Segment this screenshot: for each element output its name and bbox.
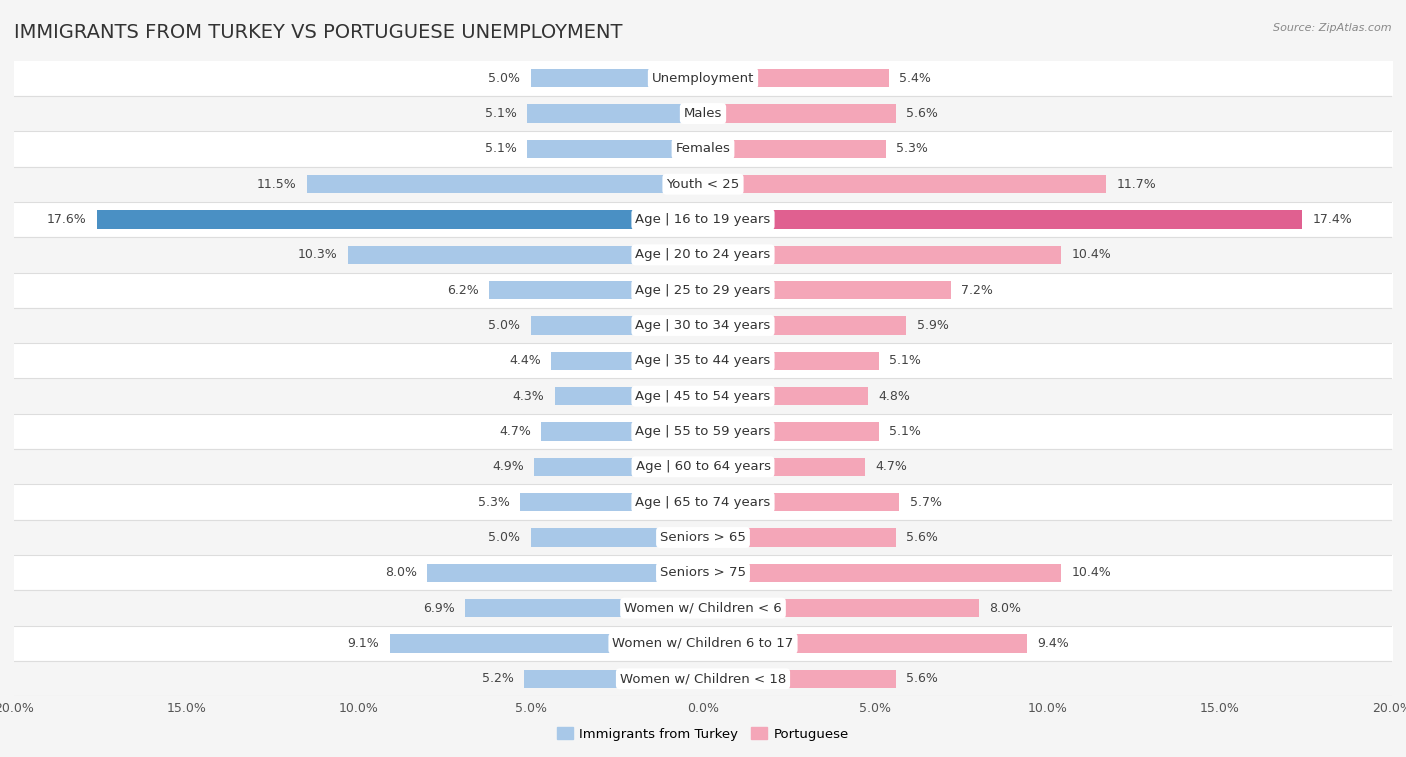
- Bar: [703, 352, 879, 370]
- Bar: [703, 458, 865, 476]
- Text: 11.5%: 11.5%: [257, 178, 297, 191]
- Bar: [527, 104, 703, 123]
- Text: 5.1%: 5.1%: [485, 107, 517, 120]
- Text: 4.7%: 4.7%: [875, 460, 907, 473]
- Text: 5.0%: 5.0%: [488, 531, 520, 544]
- Text: 11.7%: 11.7%: [1116, 178, 1156, 191]
- Text: 5.1%: 5.1%: [889, 354, 921, 367]
- Text: 6.2%: 6.2%: [447, 284, 479, 297]
- Text: 5.0%: 5.0%: [488, 319, 520, 332]
- Text: 5.7%: 5.7%: [910, 496, 942, 509]
- Text: 8.0%: 8.0%: [385, 566, 418, 579]
- Bar: [703, 528, 896, 547]
- Text: Females: Females: [675, 142, 731, 155]
- Bar: [541, 422, 703, 441]
- Text: 8.0%: 8.0%: [988, 602, 1021, 615]
- Bar: [703, 422, 879, 441]
- Bar: [527, 140, 703, 158]
- Text: 4.4%: 4.4%: [509, 354, 541, 367]
- Text: 5.3%: 5.3%: [896, 142, 928, 155]
- Text: 9.1%: 9.1%: [347, 637, 380, 650]
- Text: Women w/ Children < 6: Women w/ Children < 6: [624, 602, 782, 615]
- Text: 5.4%: 5.4%: [900, 72, 931, 85]
- Text: 4.8%: 4.8%: [879, 390, 911, 403]
- Text: 17.4%: 17.4%: [1313, 213, 1353, 226]
- Bar: [489, 281, 703, 299]
- Bar: [703, 175, 1107, 193]
- Text: 4.3%: 4.3%: [513, 390, 544, 403]
- Bar: [703, 670, 896, 688]
- Text: Age | 35 to 44 years: Age | 35 to 44 years: [636, 354, 770, 367]
- Bar: [534, 458, 703, 476]
- Text: Age | 25 to 29 years: Age | 25 to 29 years: [636, 284, 770, 297]
- Text: Seniors > 65: Seniors > 65: [659, 531, 747, 544]
- Bar: [531, 69, 703, 87]
- Bar: [703, 564, 1062, 582]
- Bar: [349, 246, 703, 264]
- Bar: [703, 246, 1062, 264]
- Text: Age | 45 to 54 years: Age | 45 to 54 years: [636, 390, 770, 403]
- Text: Age | 30 to 34 years: Age | 30 to 34 years: [636, 319, 770, 332]
- Bar: [703, 493, 900, 511]
- Text: Age | 16 to 19 years: Age | 16 to 19 years: [636, 213, 770, 226]
- Text: 5.6%: 5.6%: [907, 672, 938, 685]
- Text: 5.2%: 5.2%: [482, 672, 513, 685]
- Legend: Immigrants from Turkey, Portuguese: Immigrants from Turkey, Portuguese: [557, 727, 849, 740]
- Bar: [703, 140, 886, 158]
- Text: 9.4%: 9.4%: [1038, 637, 1069, 650]
- Bar: [703, 316, 907, 335]
- Text: 5.0%: 5.0%: [488, 72, 520, 85]
- Bar: [427, 564, 703, 582]
- Text: 4.7%: 4.7%: [499, 425, 531, 438]
- Text: Seniors > 75: Seniors > 75: [659, 566, 747, 579]
- Text: Unemployment: Unemployment: [652, 72, 754, 85]
- Bar: [703, 104, 896, 123]
- Text: Age | 20 to 24 years: Age | 20 to 24 years: [636, 248, 770, 261]
- Bar: [703, 281, 950, 299]
- Text: 5.1%: 5.1%: [889, 425, 921, 438]
- Bar: [465, 599, 703, 617]
- Text: Males: Males: [683, 107, 723, 120]
- Text: Women w/ Children < 18: Women w/ Children < 18: [620, 672, 786, 685]
- Text: 5.6%: 5.6%: [907, 531, 938, 544]
- Text: Women w/ Children 6 to 17: Women w/ Children 6 to 17: [613, 637, 793, 650]
- Bar: [703, 69, 889, 87]
- Text: IMMIGRANTS FROM TURKEY VS PORTUGUESE UNEMPLOYMENT: IMMIGRANTS FROM TURKEY VS PORTUGUESE UNE…: [14, 23, 623, 42]
- Bar: [531, 316, 703, 335]
- Text: 5.9%: 5.9%: [917, 319, 949, 332]
- Text: 5.6%: 5.6%: [907, 107, 938, 120]
- Text: Youth < 25: Youth < 25: [666, 178, 740, 191]
- Text: 7.2%: 7.2%: [962, 284, 993, 297]
- Text: 10.3%: 10.3%: [298, 248, 337, 261]
- Text: 10.4%: 10.4%: [1071, 248, 1111, 261]
- Text: 6.9%: 6.9%: [423, 602, 456, 615]
- Text: 17.6%: 17.6%: [46, 213, 86, 226]
- Bar: [703, 387, 869, 405]
- Text: Age | 65 to 74 years: Age | 65 to 74 years: [636, 496, 770, 509]
- Text: Source: ZipAtlas.com: Source: ZipAtlas.com: [1274, 23, 1392, 33]
- Text: Age | 60 to 64 years: Age | 60 to 64 years: [636, 460, 770, 473]
- Bar: [551, 352, 703, 370]
- Text: 10.4%: 10.4%: [1071, 566, 1111, 579]
- Text: 4.9%: 4.9%: [492, 460, 524, 473]
- Bar: [555, 387, 703, 405]
- Bar: [531, 528, 703, 547]
- Bar: [703, 599, 979, 617]
- Bar: [703, 634, 1026, 653]
- Text: Age | 55 to 59 years: Age | 55 to 59 years: [636, 425, 770, 438]
- Bar: [97, 210, 703, 229]
- Text: 5.1%: 5.1%: [485, 142, 517, 155]
- Bar: [524, 670, 703, 688]
- Bar: [520, 493, 703, 511]
- Text: 5.3%: 5.3%: [478, 496, 510, 509]
- Bar: [389, 634, 703, 653]
- Bar: [307, 175, 703, 193]
- Bar: [703, 210, 1302, 229]
